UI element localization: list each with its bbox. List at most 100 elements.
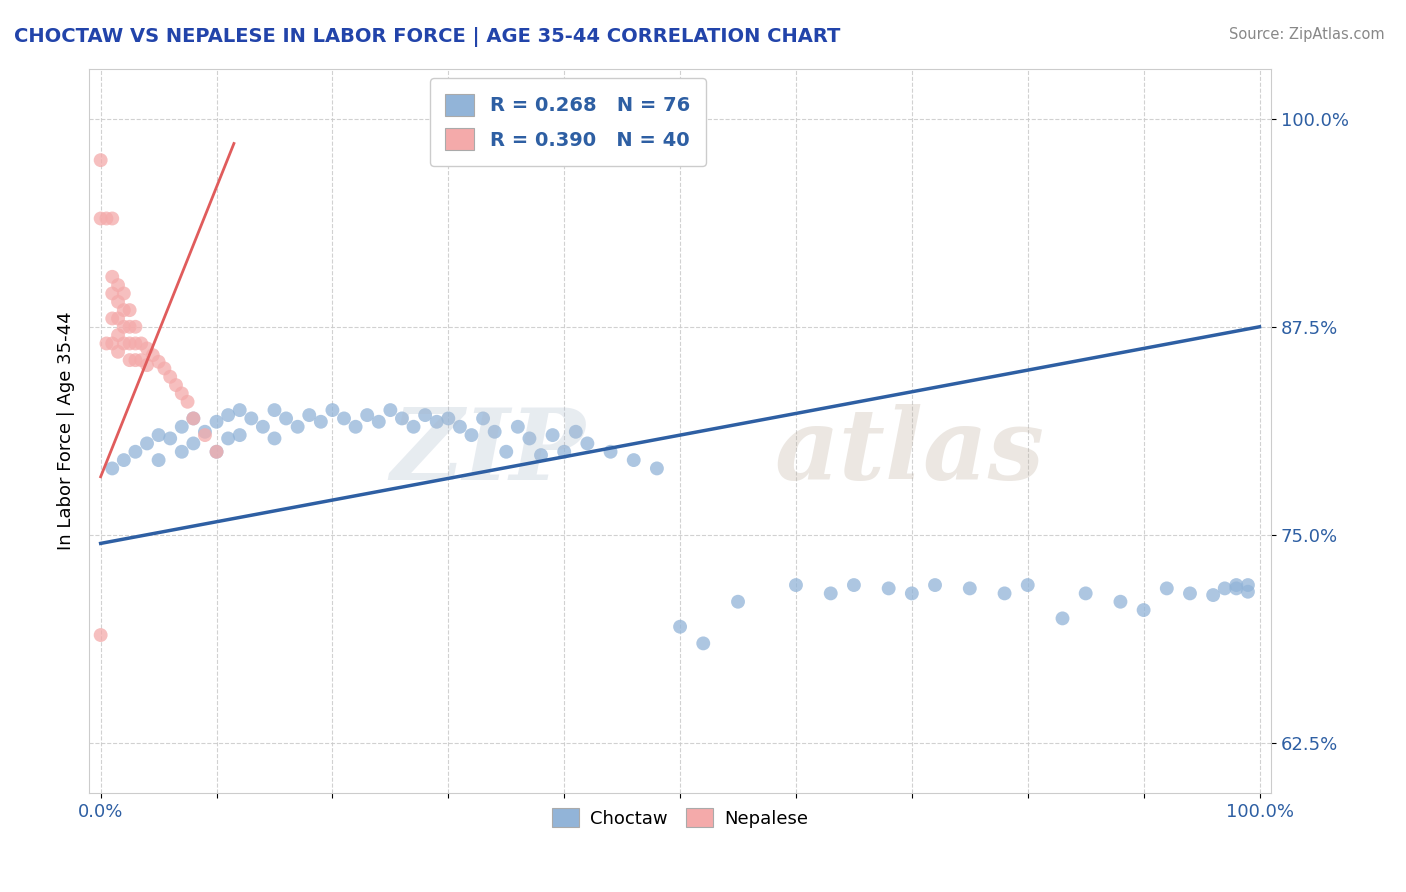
Point [449, 419, 471, 434]
Point [333, 411, 356, 425]
Point [118, 303, 141, 318]
Text: ZIP: ZIP [391, 404, 585, 501]
Point [530, 448, 553, 462]
Point [112, 286, 135, 301]
Point [287, 419, 309, 434]
Point [820, 586, 842, 600]
Point [170, 419, 193, 434]
Point [553, 444, 575, 458]
Point [159, 369, 181, 384]
Point [924, 578, 946, 592]
Point [252, 419, 274, 434]
Text: atlas: atlas [775, 404, 1045, 501]
Point [217, 432, 239, 446]
Point [519, 432, 541, 446]
Point [101, 461, 124, 475]
Point [263, 432, 285, 446]
Point [228, 428, 250, 442]
Point [1074, 586, 1097, 600]
Point [194, 425, 217, 439]
Text: Source: ZipAtlas.com: Source: ZipAtlas.com [1229, 27, 1385, 42]
Point [194, 428, 217, 442]
Point [205, 444, 228, 458]
Point [298, 408, 321, 422]
Point [159, 432, 181, 446]
Point [576, 436, 599, 450]
Point [460, 428, 482, 442]
Point [472, 411, 495, 425]
Point [90, 153, 112, 168]
Point [165, 378, 187, 392]
Point [413, 408, 436, 422]
Point [90, 211, 112, 226]
Point [1052, 611, 1074, 625]
Point [90, 628, 112, 642]
Point [124, 319, 146, 334]
Point [176, 394, 198, 409]
Point [356, 408, 378, 422]
Point [124, 336, 146, 351]
Point [1202, 588, 1225, 602]
Point [101, 336, 124, 351]
Point [129, 336, 152, 351]
Point [217, 408, 239, 422]
Legend: Choctaw, Nepalese: Choctaw, Nepalese [546, 801, 815, 835]
Point [426, 415, 449, 429]
Point [136, 342, 159, 356]
Point [124, 444, 146, 458]
Point [183, 436, 205, 450]
Point [112, 336, 135, 351]
Point [263, 403, 285, 417]
Point [112, 319, 135, 334]
Point [118, 336, 141, 351]
Point [1017, 578, 1039, 592]
Point [136, 358, 159, 372]
Point [391, 411, 413, 425]
Point [205, 444, 228, 458]
Point [1237, 578, 1260, 592]
Point [136, 436, 159, 450]
Point [101, 311, 124, 326]
Point [96, 336, 118, 351]
Point [112, 303, 135, 318]
Point [565, 425, 588, 439]
Point [274, 411, 297, 425]
Point [101, 211, 124, 226]
Point [107, 294, 129, 309]
Point [153, 361, 176, 376]
Point [101, 286, 124, 301]
Point [727, 595, 749, 609]
Point [101, 269, 124, 284]
Point [785, 578, 807, 592]
Point [645, 461, 668, 475]
Point [541, 428, 564, 442]
Point [148, 453, 170, 467]
Point [183, 411, 205, 425]
Point [148, 355, 170, 369]
Point [692, 636, 714, 650]
Point [842, 578, 865, 592]
Point [118, 319, 141, 334]
Point [309, 415, 332, 429]
Point [367, 415, 389, 429]
Point [1132, 603, 1154, 617]
Point [124, 353, 146, 368]
Point [1225, 582, 1247, 596]
Point [1178, 586, 1201, 600]
Point [495, 444, 517, 458]
Point [107, 328, 129, 343]
Point [112, 453, 135, 467]
Point [107, 344, 129, 359]
Point [1237, 584, 1260, 599]
Point [205, 415, 228, 429]
Point [402, 419, 425, 434]
Point [669, 620, 692, 634]
Point [96, 211, 118, 226]
Point [1225, 578, 1247, 592]
Point [228, 403, 250, 417]
Point [599, 444, 621, 458]
Point [484, 425, 506, 439]
Point [623, 453, 645, 467]
Point [107, 311, 129, 326]
Point [506, 419, 529, 434]
